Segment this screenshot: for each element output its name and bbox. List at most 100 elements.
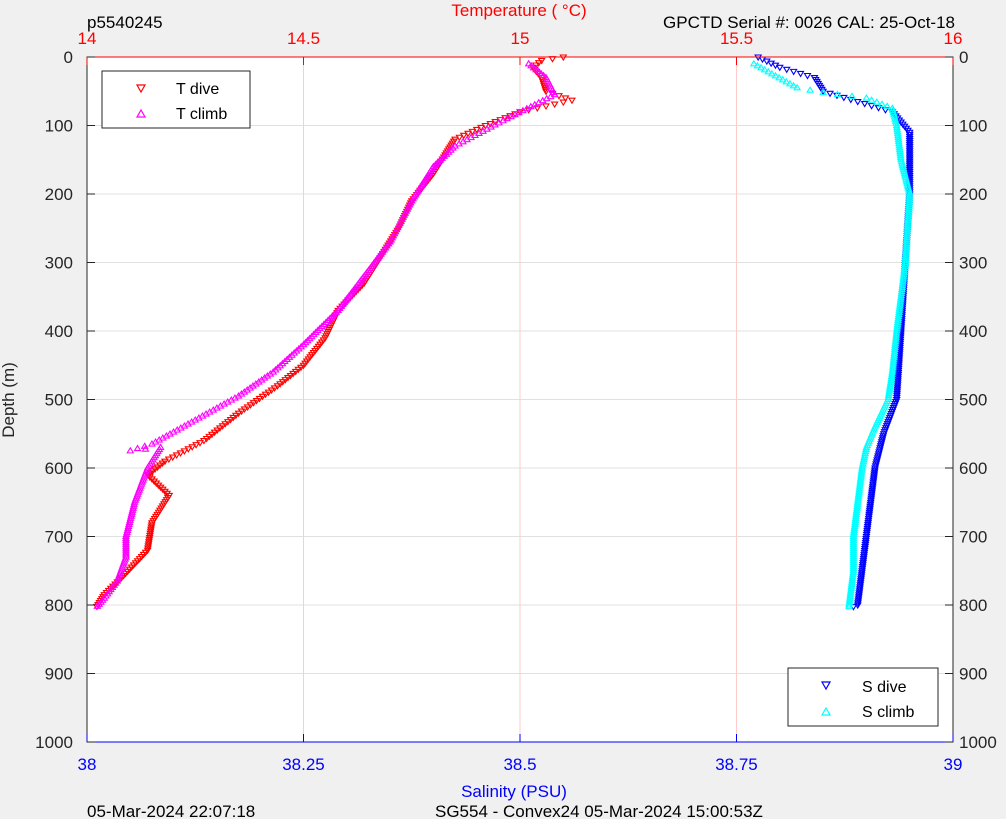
t-climb-point <box>537 69 546 77</box>
grid-layer <box>87 57 953 742</box>
t-climb-point <box>479 127 487 134</box>
depth-tick-label-left: 600 <box>45 459 73 478</box>
t-climb-point <box>483 125 491 132</box>
t-climb-point <box>158 433 167 441</box>
s-dive-point <box>860 101 869 108</box>
s-climb-point <box>890 112 899 120</box>
s-climb-point <box>775 73 784 81</box>
s-dive-point <box>853 98 862 106</box>
t-climb-point <box>173 425 182 433</box>
s-dive-point <box>782 66 791 74</box>
t-climb-point <box>151 437 160 445</box>
t-climb-point <box>471 131 480 139</box>
t-climb-point <box>209 405 218 413</box>
t-climb-point <box>198 411 207 419</box>
t-climb-point <box>491 120 499 128</box>
s-dive-point <box>789 68 798 76</box>
t-climb-point <box>220 399 229 407</box>
temperature-tick-label: 14 <box>78 29 97 48</box>
instrument-info: GPCTD Serial #: 0026 CAL: 25-Oct-18 <box>663 13 955 32</box>
salinity-tick-label: 38 <box>78 755 97 774</box>
t-climb-point <box>191 415 200 423</box>
t-climb-point <box>251 380 260 387</box>
t-climb-point <box>254 378 263 385</box>
t-climb-point <box>467 133 476 141</box>
t-climb-point <box>184 419 193 427</box>
salinity-axis-label: Salinity (PSU) <box>461 782 567 801</box>
t-climb-point <box>155 435 164 443</box>
depth-tick-label-left: 800 <box>45 596 73 615</box>
s-climb-point <box>862 94 871 101</box>
t-climb-point <box>194 413 203 421</box>
t-climb-point <box>539 71 548 79</box>
t-climb-point <box>530 100 539 108</box>
s-climb-legend-label: S climb <box>862 704 915 721</box>
s-climb-point <box>891 115 900 122</box>
t-climb-point <box>534 67 543 75</box>
t-dive-point <box>542 103 550 111</box>
salinity-tick-label: 38.5 <box>503 755 536 774</box>
s-climb-point <box>833 90 842 97</box>
t-climb-point <box>510 110 519 118</box>
t-dive-point <box>491 119 500 126</box>
s-climb-point <box>888 106 897 114</box>
s-climb-point <box>806 86 815 93</box>
t-dive-point <box>550 101 559 109</box>
s-climb-legend-marker <box>820 706 832 716</box>
s-dive-legend-marker <box>820 681 832 691</box>
t-climb-legend-label: T climb <box>176 106 227 123</box>
t-climb-point <box>499 116 507 124</box>
t-climb-point <box>266 370 275 377</box>
t-climb-point <box>538 96 547 104</box>
t-climb-point <box>503 114 511 122</box>
depth-tick-label-right: 800 <box>959 596 987 615</box>
t-climb-point <box>526 102 535 110</box>
depth-tick-label-right: 100 <box>959 117 987 136</box>
s-climb-point <box>819 88 828 96</box>
temperature-tick-label: 15.5 <box>720 29 753 48</box>
depth-tick-label-left: 500 <box>45 391 73 410</box>
s-climb-point <box>845 602 854 610</box>
t-dive-point <box>559 99 568 107</box>
t-climb-point <box>234 392 243 399</box>
s-climb-point <box>889 108 898 116</box>
s-climb-point <box>888 104 897 111</box>
salinity-legend-box <box>787 667 939 727</box>
s-climb-point <box>760 65 769 73</box>
t-climb-point <box>147 439 156 447</box>
t-climb-point <box>187 417 196 425</box>
t-climb-point <box>243 386 252 393</box>
t-climb-point <box>524 59 533 67</box>
temperature-tick-label: 15 <box>511 29 530 48</box>
t-climb-point <box>246 384 255 391</box>
salinity-tick-label: 38.75 <box>715 755 758 774</box>
s-climb-point <box>767 69 776 77</box>
salinity-tick-label: 38.25 <box>282 755 325 774</box>
t-climb-series <box>93 59 559 609</box>
t-climb-point <box>162 431 171 439</box>
t-climb-point <box>534 98 543 106</box>
s-climb-point <box>847 92 856 99</box>
data-marks <box>92 54 914 611</box>
t-climb-point <box>205 407 214 415</box>
s-climb-point <box>891 117 900 124</box>
s-dive-point <box>874 105 883 112</box>
t-climb-point <box>126 446 135 454</box>
t-dive-point <box>542 88 550 96</box>
t-climb-point <box>202 409 211 417</box>
t-climb-point <box>230 394 239 401</box>
s-climb-point <box>753 61 762 69</box>
s-climb-point <box>845 600 854 608</box>
depth-tick-label-right: 600 <box>959 459 987 478</box>
t-climb-point <box>212 403 221 411</box>
s-climb-point <box>764 67 773 75</box>
s-climb-point <box>883 102 892 109</box>
s-climb-series <box>749 59 914 610</box>
s-dive-point <box>796 70 805 78</box>
t-climb-point <box>507 112 515 120</box>
t-climb-point <box>529 63 538 71</box>
s-dive-point <box>803 72 812 80</box>
depth-tick-label-right: 400 <box>959 322 987 341</box>
s-dive-point <box>839 94 848 102</box>
